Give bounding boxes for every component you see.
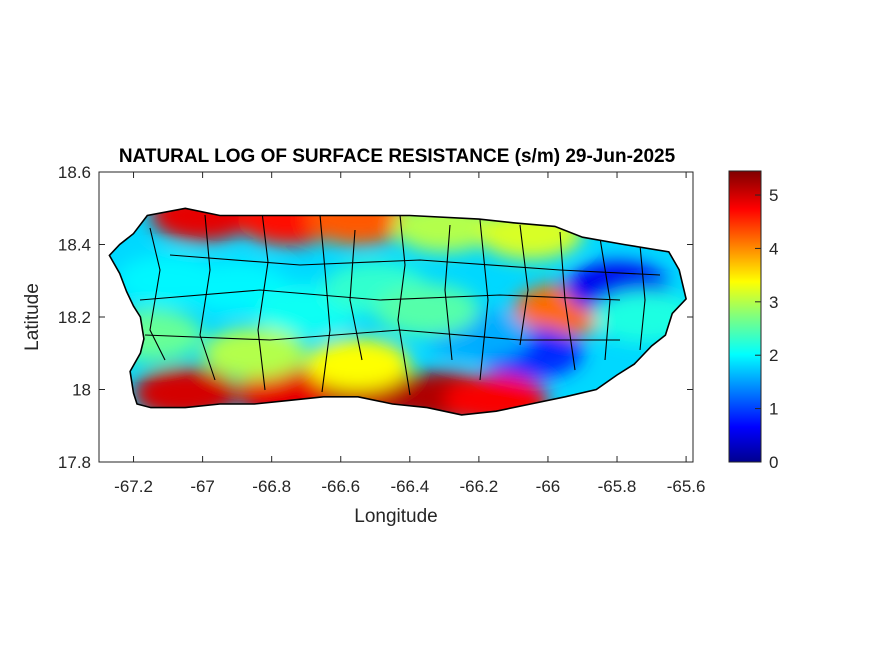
x-tick-label: -66.8 xyxy=(252,477,291,496)
y-tick-label: 18.4 xyxy=(58,236,91,255)
island-coastline xyxy=(108,207,687,416)
x-axis: -67.2 -67 -66.8 -66.6 -66.4 -66.2 -66 -65.8 -65.… xyxy=(114,172,705,496)
field-region xyxy=(202,327,307,380)
x-tick-label: -67.2 xyxy=(114,477,153,496)
colorbar-tick-label: 2 xyxy=(769,346,778,365)
colorbar-tick-label: 4 xyxy=(769,239,778,258)
y-tick-label: 18 xyxy=(72,381,91,400)
colorbar xyxy=(728,170,762,463)
colorbar-tick-label: 5 xyxy=(769,186,778,205)
x-tick-label: -67 xyxy=(190,477,215,496)
x-tick-label: -66 xyxy=(536,477,561,496)
colorbar-ticks: 0 1 2 3 4 5 xyxy=(755,186,778,472)
x-axis-title: Longitude xyxy=(354,506,437,527)
field-region xyxy=(116,254,221,307)
y-axis: 17.8 18 18.2 18.4 18.6 xyxy=(58,163,693,472)
y-tick-label: 18.6 xyxy=(58,163,91,182)
x-tick-label: -65.8 xyxy=(598,477,637,496)
x-tick-label: -66.4 xyxy=(390,477,429,496)
field-region xyxy=(150,208,255,242)
colorbar-tick-label: 1 xyxy=(769,400,778,419)
y-tick-label: 17.8 xyxy=(58,453,91,472)
x-tick-label: -66.2 xyxy=(460,477,499,496)
municipal-boundaries xyxy=(139,211,661,396)
colorbar-tick-label: 0 xyxy=(769,453,778,472)
colorbar-tick-label: 3 xyxy=(769,293,778,312)
field-region xyxy=(375,283,480,336)
x-tick-label: -65.6 xyxy=(667,477,706,496)
y-tick-label: 18.2 xyxy=(58,308,91,327)
plot-title: NATURAL LOG OF SURFACE RESISTANCE (s/m) … xyxy=(119,146,676,167)
field-region xyxy=(306,208,411,246)
y-axis-title: Latitude xyxy=(22,283,43,351)
x-tick-label: -66.6 xyxy=(321,477,360,496)
field-region xyxy=(306,338,411,391)
